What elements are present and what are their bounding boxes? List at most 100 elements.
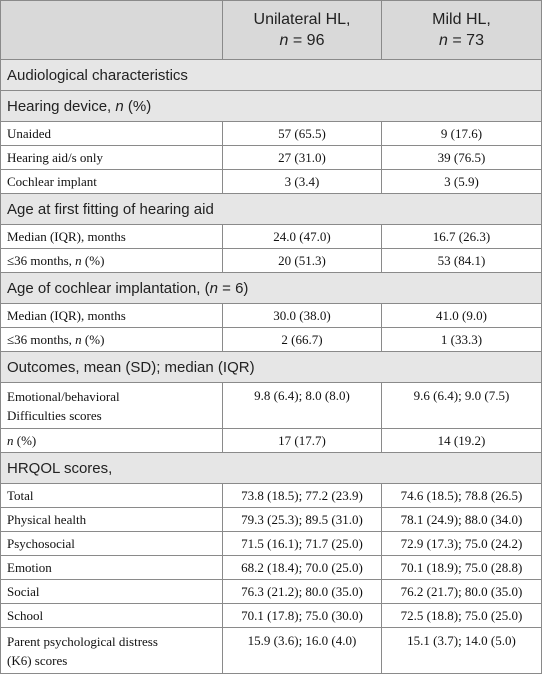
unilateral-value: 24.0 (47.0) (222, 224, 382, 249)
mild-value: 72.5 (18.8); 75.0 (25.0) (381, 603, 542, 628)
header-unilateral-line1: Unilateral HL, (253, 11, 351, 28)
section-hearing-device-label: Hearing device, n (%) (0, 90, 542, 122)
mild-value: 53 (84.1) (381, 248, 542, 273)
unilateral-value: 27 (31.0) (222, 145, 382, 170)
unilateral-value: 57 (65.5) (222, 121, 382, 146)
table-row: Psychosocial 71.5 (16.1); 71.7 (25.0) 72… (0, 531, 542, 556)
row-label: Median (IQR), months (0, 303, 223, 328)
unilateral-value: 76.3 (21.2); 80.0 (35.0) (222, 579, 382, 604)
mild-value: 74.6 (18.5); 78.8 (26.5) (381, 483, 542, 508)
row-label: Psychosocial (0, 531, 223, 556)
mild-value: 76.2 (21.7); 80.0 (35.0) (381, 579, 542, 604)
section-outcomes: Outcomes, mean (SD); median (IQR) (0, 351, 542, 383)
label-text: (%) (81, 252, 105, 268)
header-mild-n: n (439, 32, 448, 49)
table-row: Total 73.8 (18.5); 77.2 (23.9) 74.6 (18.… (0, 483, 542, 508)
label-line1: Parent psychological distress (7, 633, 158, 649)
section-text: Age of cochlear implantation, ( (7, 279, 210, 297)
section-age-fitting: Age at first fitting of hearing aid (0, 193, 542, 225)
data-table: Unilateral HL, n = 96 Mild HL, n = 73 Au… (0, 0, 542, 674)
unilateral-value: 2 (66.7) (222, 327, 382, 352)
table-row: Cochlear implant 3 (3.4) 3 (5.9) (0, 169, 542, 194)
unilateral-value: 3 (3.4) (222, 169, 382, 194)
unilateral-value: 68.2 (18.4); 70.0 (25.0) (222, 555, 382, 580)
table-row: ≤36 months, n (%) 2 (66.7) 1 (33.3) (0, 327, 542, 352)
label-text: ≤36 months, (7, 252, 76, 268)
header-mild-line1: Mild HL, (432, 11, 491, 28)
label-line1: Emotional/behavioral (7, 388, 120, 404)
unilateral-value: 70.1 (17.8); 75.0 (30.0) (222, 603, 382, 628)
section-hrqol: HRQOL scores, (0, 452, 542, 484)
section-italic-n: n (209, 279, 218, 297)
table-row: Unaided 57 (65.5) 9 (17.6) (0, 121, 542, 146)
table-row: Social 76.3 (21.2); 80.0 (35.0) 76.2 (21… (0, 579, 542, 604)
row-label: Social (0, 579, 223, 604)
section-outcomes-label: Outcomes, mean (SD); median (IQR) (0, 351, 542, 383)
table-row: Physical health 79.3 (25.3); 89.5 (31.0)… (0, 507, 542, 532)
row-label: Emotional/behavioral Difficulties scores (0, 382, 223, 429)
row-label: Cochlear implant (0, 169, 223, 194)
row-label: School (0, 603, 223, 628)
label-italic-n: n (7, 432, 14, 448)
mild-value: 78.1 (24.9); 88.0 (34.0) (381, 507, 542, 532)
mild-value: 39 (76.5) (381, 145, 542, 170)
header-mild-hl: Mild HL, n = 73 (381, 0, 542, 60)
label-italic-n: n (75, 331, 82, 347)
row-label: Emotion (0, 555, 223, 580)
table-row: Emotion 68.2 (18.4); 70.0 (25.0) 70.1 (1… (0, 555, 542, 580)
section-text: = 6) (217, 279, 249, 297)
section-audiological-label: Audiological characteristics (0, 59, 542, 91)
label-line2: (K6) scores (7, 652, 68, 668)
section-text: Hearing device, (7, 97, 116, 115)
label-text: (%) (81, 331, 105, 347)
unilateral-value: 20 (51.3) (222, 248, 382, 273)
unilateral-value: 71.5 (16.1); 71.7 (25.0) (222, 531, 382, 556)
mild-value: 16.7 (26.3) (381, 224, 542, 249)
row-label: ≤36 months, n (%) (0, 327, 223, 352)
table-row: n (%) 17 (17.7) 14 (19.2) (0, 428, 542, 453)
header-row: Unilateral HL, n = 96 Mild HL, n = 73 (0, 0, 542, 60)
row-label: Total (0, 483, 223, 508)
mild-value: 9 (17.6) (381, 121, 542, 146)
row-label: Hearing aid/s only (0, 145, 223, 170)
section-hearing-device: Hearing device, n (%) (0, 90, 542, 122)
section-hrqol-label: HRQOL scores, (0, 452, 542, 484)
mild-value: 41.0 (9.0) (381, 303, 542, 328)
section-age-ci-label: Age of cochlear implantation, (n = 6) (0, 272, 542, 304)
mild-value: 15.1 (3.7); 14.0 (5.0) (381, 627, 542, 674)
table-row: Hearing aid/s only 27 (31.0) 39 (76.5) (0, 145, 542, 170)
header-unilateral-n: n (279, 32, 289, 49)
row-label: ≤36 months, n (%) (0, 248, 223, 273)
mild-value: 3 (5.9) (381, 169, 542, 194)
mild-value: 70.1 (18.9); 75.0 (28.8) (381, 555, 542, 580)
section-age-ci: Age of cochlear implantation, (n = 6) (0, 272, 542, 304)
unilateral-value: 9.8 (6.4); 8.0 (8.0) (222, 382, 382, 429)
table-row: Median (IQR), months 30.0 (38.0) 41.0 (9… (0, 303, 542, 328)
table-row: Emotional/behavioral Difficulties scores … (0, 382, 542, 429)
table-row: Parent psychological distress (K6) scores… (0, 627, 542, 674)
row-label: Unaided (0, 121, 223, 146)
header-mild-count: = 73 (447, 32, 484, 49)
label-text: (%) (13, 432, 37, 448)
table-row: School 70.1 (17.8); 75.0 (30.0) 72.5 (18… (0, 603, 542, 628)
header-unilateral-hl: Unilateral HL, n = 96 (222, 0, 382, 60)
unilateral-value: 73.8 (18.5); 77.2 (23.9) (222, 483, 382, 508)
mild-value: 1 (33.3) (381, 327, 542, 352)
unilateral-value: 15.9 (3.6); 16.0 (4.0) (222, 627, 382, 674)
row-label: Median (IQR), months (0, 224, 223, 249)
unilateral-value: 17 (17.7) (222, 428, 382, 453)
section-italic-n: n (115, 97, 124, 115)
section-audiological: Audiological characteristics (0, 59, 542, 91)
row-label: Physical health (0, 507, 223, 532)
header-unilateral-count: = 96 (288, 32, 325, 49)
table-row: ≤36 months, n (%) 20 (51.3) 53 (84.1) (0, 248, 542, 273)
mild-value: 9.6 (6.4); 9.0 (7.5) (381, 382, 542, 429)
table-row: Median (IQR), months 24.0 (47.0) 16.7 (2… (0, 224, 542, 249)
mild-value: 72.9 (17.3); 75.0 (24.2) (381, 531, 542, 556)
row-label: n (%) (0, 428, 223, 453)
label-italic-n: n (75, 252, 82, 268)
label-text: ≤36 months, (7, 331, 76, 347)
unilateral-value: 79.3 (25.3); 89.5 (31.0) (222, 507, 382, 532)
unilateral-value: 30.0 (38.0) (222, 303, 382, 328)
row-label: Parent psychological distress (K6) scores (0, 627, 223, 674)
